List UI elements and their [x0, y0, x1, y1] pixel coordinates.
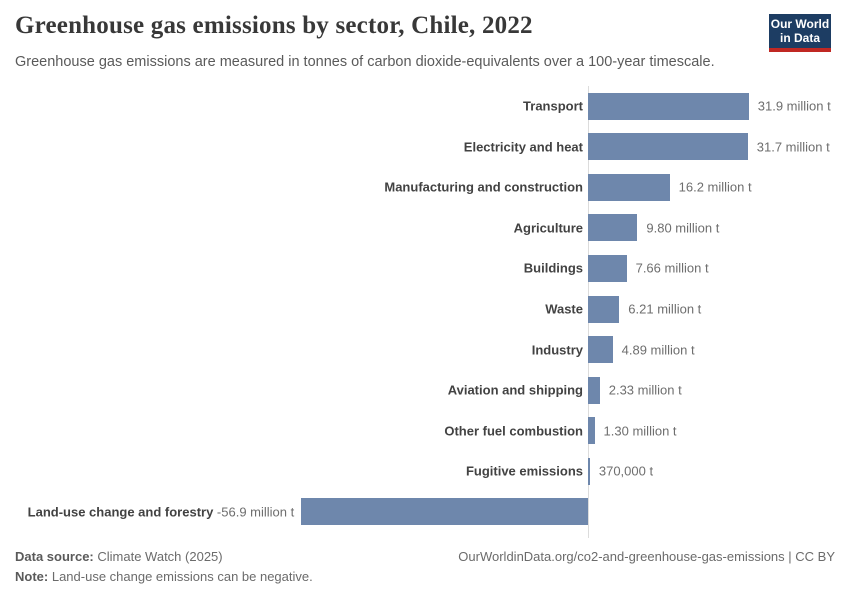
data-source-label: Data source:: [15, 549, 94, 564]
owid-logo: Our World in Data: [769, 14, 831, 52]
bar-row: Transport 31.9 million t: [0, 86, 850, 127]
chart-footer: Data source: Climate Watch (2025) OurWor…: [15, 547, 835, 586]
citation-link[interactable]: OurWorldinData.org/co2-and-greenhouse-ga…: [458, 549, 835, 564]
value-label: 9.80 million t: [646, 220, 720, 236]
bar[interactable]: [588, 92, 749, 120]
bar-row: Agriculture 9.80 million t: [0, 208, 850, 249]
sector-label: Fugitive emissions: [465, 463, 583, 479]
bar[interactable]: [588, 254, 627, 282]
value-label: 16.2 million t: [678, 179, 752, 195]
footnote-label: Note:: [15, 568, 49, 584]
bar[interactable]: [588, 295, 620, 323]
owid-logo-line2: in Data: [779, 31, 820, 45]
sector-label: Buildings: [523, 260, 583, 276]
value-label: 6.21 million t: [628, 301, 702, 317]
bar-chart: Transport 31.9 million t Electricity and…: [0, 86, 850, 538]
bar[interactable]: [588, 376, 600, 404]
footnote: Note: Land-use change emissions can be n…: [15, 567, 835, 587]
bar-row: Other fuel combustion 1.30 million t: [0, 410, 850, 451]
bar[interactable]: [588, 173, 670, 201]
sector-label: Manufacturing and construction: [384, 179, 583, 195]
sector-label: Agriculture: [513, 220, 583, 236]
bar[interactable]: [588, 457, 590, 485]
bar-row: Land-use change and forestry -56.9 milli…: [0, 492, 850, 533]
value-label: -56.9 million t: [216, 504, 295, 520]
sector-label: Other fuel combustion: [444, 423, 583, 439]
bar[interactable]: [588, 417, 595, 445]
bar-row: Buildings 7.66 million t: [0, 248, 850, 289]
bar-row: Manufacturing and construction 16.2 mill…: [0, 167, 850, 208]
footnote-value: Land-use change emissions can be negativ…: [51, 568, 313, 584]
sector-label: Industry: [531, 342, 583, 358]
sector-label: Electricity and heat: [463, 139, 583, 155]
sector-label: Waste: [545, 301, 583, 317]
bar-row: Aviation and shipping 2.33 million t: [0, 370, 850, 411]
value-label: 1.30 million t: [603, 423, 677, 439]
sector-label: Aviation and shipping: [447, 382, 583, 398]
page-title: Greenhouse gas emissions by sector, Chil…: [15, 12, 533, 39]
value-label: 4.89 million t: [621, 342, 695, 358]
value-label: 370,000 t: [598, 463, 654, 479]
bar-row: Industry 4.89 million t: [0, 329, 850, 370]
bar-row: Fugitive emissions 370,000 t: [0, 451, 850, 492]
value-label: 7.66 million t: [635, 260, 709, 276]
page-subtitle: Greenhouse gas emissions are measured in…: [15, 54, 715, 70]
owid-logo-line1: Our World: [770, 16, 830, 31]
value-label: 2.33 million t: [608, 382, 682, 398]
sector-label: Transport: [523, 98, 583, 114]
bar[interactable]: [588, 133, 748, 161]
bar[interactable]: [301, 498, 588, 526]
sector-label: Land-use change and forestry -56.9 milli…: [27, 504, 295, 520]
bar[interactable]: [588, 336, 613, 364]
data-source: Data source: Climate Watch (2025): [15, 547, 223, 567]
bar-row: Electricity and heat 31.7 million t: [0, 127, 850, 168]
value-label: 31.9 million t: [757, 98, 831, 114]
bar[interactable]: [588, 214, 638, 242]
data-source-value: Climate Watch (2025): [97, 549, 223, 564]
value-label: 31.7 million t: [756, 139, 830, 155]
bar-row: Waste 6.21 million t: [0, 289, 850, 330]
